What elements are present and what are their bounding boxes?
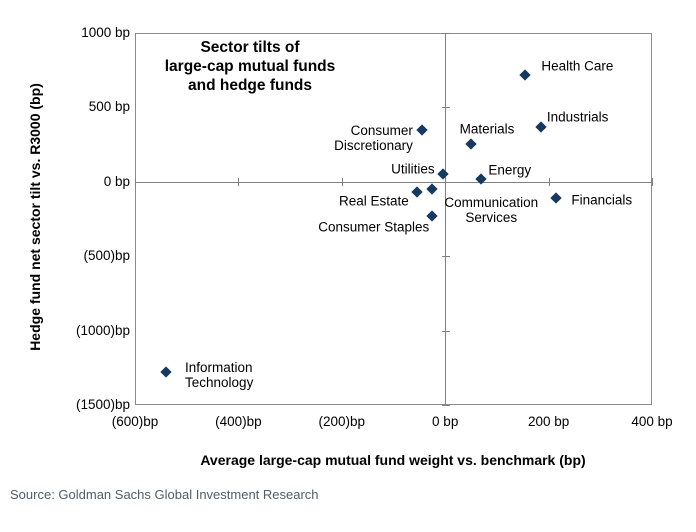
x-tick-label: (600)bp — [111, 414, 159, 429]
label-financials: Financials — [571, 192, 633, 208]
x-tick-mark — [135, 178, 136, 187]
x-axis-zero-line — [135, 181, 652, 183]
x-tick-label: (200)bp — [318, 414, 366, 429]
x-tick-label: 400 bp — [631, 414, 673, 429]
label-materials: Materials — [459, 121, 515, 137]
source-credit: Source: Goldman Sachs Global Investment … — [10, 487, 319, 502]
y-tick-label: (500)bp — [83, 248, 130, 264]
y-tick-mark — [441, 107, 450, 109]
label-real-estate: Real Estate — [338, 193, 409, 209]
y-tick-label: 500 bp — [88, 99, 130, 115]
chart-title: Sector tilts of large-cap mutual funds a… — [164, 39, 336, 94]
y-tick-label: (1000)bp — [75, 322, 130, 338]
label-consumer-staples: Consumer Staples — [318, 219, 430, 235]
label-health-care: Health Care — [541, 58, 614, 74]
y-tick-mark — [441, 405, 450, 406]
label-energy: Energy — [488, 162, 532, 178]
y-tick-label: (1500)bp — [75, 397, 130, 412]
x-tick-mark — [652, 178, 653, 187]
x-axis-title: Average large-cap mutual fund weight vs.… — [200, 452, 586, 468]
y-tick-label: 1000 bp — [81, 25, 130, 40]
x-tick-label: 200 bp — [527, 414, 570, 429]
label-information-technology: Information Technology — [185, 360, 254, 391]
x-tick-mark — [238, 178, 240, 187]
x-tick-label: (400)bp — [215, 414, 262, 429]
y-axis-title: Hedge fund net sector tilt vs. R3000 (bp… — [27, 83, 43, 351]
label-utilities: Utilities — [391, 161, 435, 177]
y-axis-zero-line — [445, 33, 447, 405]
x-tick-mark — [548, 178, 550, 187]
x-tick-label: 0 bp — [432, 414, 459, 429]
y-tick-mark — [441, 330, 450, 332]
y-tick-mark — [441, 33, 450, 34]
y-tick-mark — [441, 256, 450, 258]
y-tick-label: 0 bp — [103, 173, 130, 189]
label-communication-services: Communication Services — [444, 195, 539, 226]
x-tick-mark — [341, 178, 343, 187]
label-industrials: Industrials — [546, 109, 609, 125]
label-consumer-discretionary: Consumer Discretionary — [334, 122, 413, 153]
y-tick-mark — [441, 181, 450, 183]
plot-area — [135, 33, 652, 405]
